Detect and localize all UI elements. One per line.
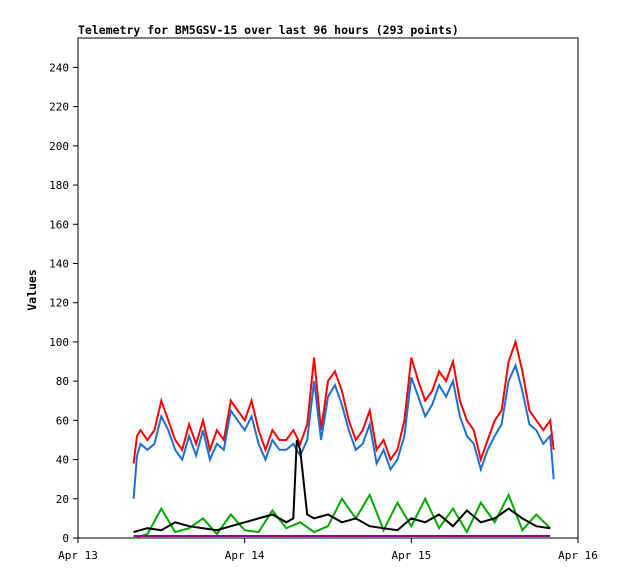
y-tick-label: 220 (49, 101, 69, 114)
x-tick-label: Apr 13 (58, 549, 98, 562)
y-axis-label: Values (25, 269, 39, 311)
x-tick-label: Apr 16 (558, 549, 598, 562)
y-tick-label: 60 (56, 414, 69, 427)
y-tick-label: 20 (56, 493, 69, 506)
series-line-1 (132, 338, 555, 464)
y-tick-label: 40 (56, 454, 69, 467)
series-line-3 (133, 492, 551, 539)
x-axis-ticks: Apr 13 Apr 14 Apr 15 Apr 16 (58, 538, 598, 562)
y-tick-label: 160 (49, 218, 69, 231)
y-tick-label: 180 (49, 179, 69, 192)
chart-title: Telemetry for BM5GSV-15 over last 96 hou… (78, 23, 459, 37)
series-line-2 (132, 362, 555, 499)
y-tick-label: 0 (62, 532, 69, 545)
x-tick-label: Apr 14 (225, 549, 265, 562)
plot-frame (77, 37, 579, 539)
y-tick-label: 120 (49, 297, 69, 310)
y-axis-ticks: 0 20 40 60 80 100 120 140 160 180 200 220 240 (49, 61, 78, 545)
y-tick-label: 140 (49, 257, 69, 270)
y-tick-label: 80 (56, 375, 69, 388)
y-tick-label: 200 (49, 140, 69, 153)
y-tick-label: 100 (49, 336, 69, 349)
y-tick-label: 240 (49, 61, 69, 74)
x-tick-label: Apr 15 (391, 549, 431, 562)
series-layer (132, 338, 555, 539)
series-line-4 (133, 439, 551, 534)
